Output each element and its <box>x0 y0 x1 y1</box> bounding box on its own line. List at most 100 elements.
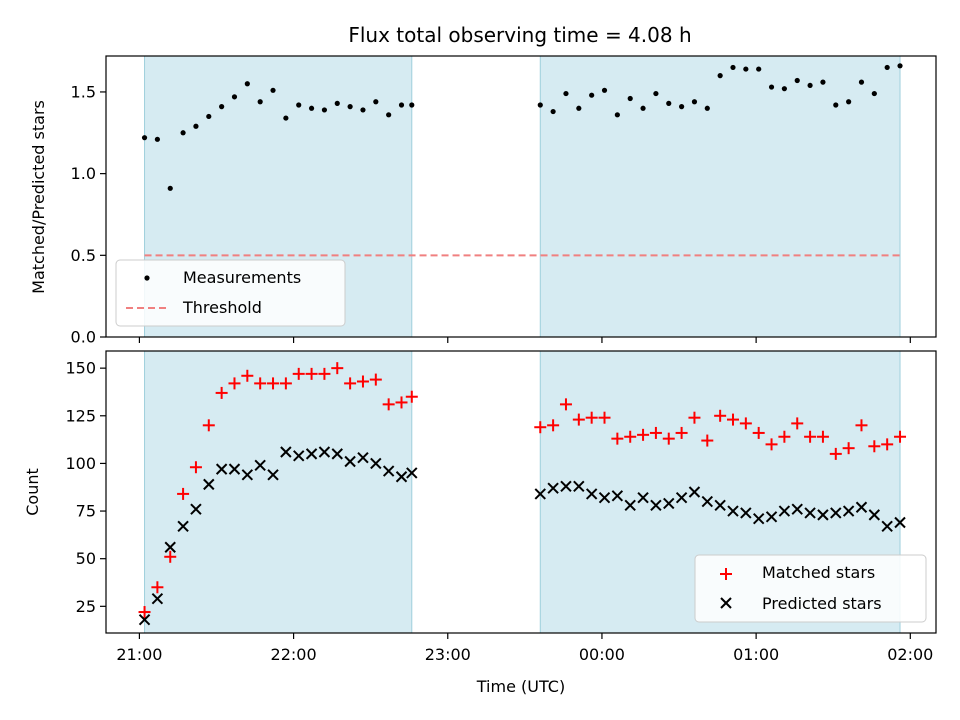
matched-star-point <box>405 390 418 403</box>
top-ytick-label: 0.0 <box>71 328 96 347</box>
measurement-point <box>231 94 238 100</box>
matched-star-point <box>138 606 151 619</box>
predicted-star-point <box>663 497 675 510</box>
measurement-point <box>409 102 415 108</box>
predicted-star-point <box>318 446 331 458</box>
matched-star-point <box>701 434 714 447</box>
legend-predicted-label: Predicted stars <box>762 594 882 613</box>
top-ytick-label: 1.0 <box>71 164 96 183</box>
top-x-ticks <box>138 337 911 343</box>
legend-measurements-marker <box>144 275 150 281</box>
xtick-label: 02:00 <box>887 645 933 664</box>
measurement-point <box>743 66 749 72</box>
measurement-point <box>257 99 263 105</box>
top-ytick-label: 0.5 <box>71 246 96 265</box>
legend-predicted-marker <box>720 597 732 609</box>
x-axis-label: Time (UTC) <box>476 677 565 696</box>
matched-star-point <box>547 419 560 432</box>
matched-star-point <box>215 386 228 399</box>
matched-star-point <box>842 442 855 455</box>
predicted-star-point <box>406 467 418 479</box>
predicted-star-point <box>752 512 765 525</box>
measurement-point <box>167 185 173 191</box>
matched-star-point <box>778 430 791 443</box>
predicted-star-point <box>881 520 893 533</box>
matched-star-point <box>318 367 331 380</box>
bottom-y-axis-label: Count <box>23 468 42 516</box>
measurement-point <box>180 130 186 136</box>
measurement-point <box>691 99 698 105</box>
predicted-star-point <box>241 469 254 481</box>
predicted-star-point <box>830 507 842 519</box>
predicted-star-point <box>254 459 266 472</box>
measurement-point <box>386 112 392 118</box>
matched-star-point <box>151 581 164 594</box>
measurement-point <box>704 105 710 111</box>
matched-star-point <box>791 417 804 430</box>
predicted-star-point <box>868 509 881 521</box>
matched-star-point <box>624 430 637 443</box>
matched-star-point <box>598 411 611 424</box>
matched-star-point <box>369 373 382 386</box>
matched-star-point <box>829 447 842 460</box>
measurements-points <box>141 63 903 191</box>
matched-star-point <box>356 375 369 388</box>
observing-interval-2 <box>539 55 901 338</box>
predicted-star-point <box>701 495 714 508</box>
measurement-point <box>270 87 276 93</box>
top-y-ticks: 0.0 0.5 1.0 1.5 <box>71 82 106 347</box>
top-axes-frame <box>105 55 937 338</box>
measurement-point <box>858 79 865 85</box>
measurement-point <box>219 104 225 110</box>
predicted-star-point <box>560 480 572 492</box>
predicted-star-point <box>547 482 559 494</box>
predicted-star-point <box>534 488 546 500</box>
matched-stars-points <box>138 362 907 619</box>
measurement-point <box>897 63 903 69</box>
matched-star-point <box>739 417 752 430</box>
predicted-star-point <box>894 516 906 529</box>
matched-star-point <box>572 413 585 426</box>
measurement-point <box>653 90 659 97</box>
matched-star-point <box>855 419 868 432</box>
predicted-star-point <box>842 505 855 517</box>
predicted-star-point <box>280 446 292 458</box>
bottom-legend-box <box>694 554 927 623</box>
predicted-star-point <box>228 463 241 475</box>
predicted-star-point <box>164 541 176 553</box>
measurement-point <box>141 135 148 141</box>
predicted-star-point <box>177 520 189 533</box>
top-y-axis-label: Matched/Predicted stars <box>29 100 48 294</box>
measurement-point <box>296 102 302 108</box>
top-observing-intervals <box>144 55 901 338</box>
matched-star-point <box>804 430 817 443</box>
matched-star-point <box>662 432 675 445</box>
bottom-ytick-label: 100 <box>65 454 96 473</box>
measurement-point <box>768 84 775 90</box>
xtick-label: 00:00 <box>579 645 625 664</box>
legend-matched-marker <box>720 568 732 580</box>
measurement-point <box>679 104 685 110</box>
matched-star-point <box>254 377 267 390</box>
matched-star-point <box>228 377 241 390</box>
predicted-star-point <box>267 469 279 481</box>
measurement-point <box>537 102 543 108</box>
measurement-point <box>730 64 736 71</box>
matched-star-point <box>305 367 318 380</box>
bottom-ytick-label: 25 <box>76 597 96 616</box>
matched-star-point <box>395 396 408 409</box>
predicted-star-point <box>611 490 624 502</box>
predicted-star-point <box>714 499 726 512</box>
measurement-point <box>589 92 595 98</box>
predicted-star-point <box>293 450 305 462</box>
bottom-panel: 25 50 75 100 125 150 21:00 22:00 23:00 00:00 01:0… <box>23 350 937 696</box>
chart-title: Flux total observing time = 4.08 h <box>348 23 691 47</box>
xtick-label: 22:00 <box>271 645 317 664</box>
predicted-star-point <box>203 478 215 491</box>
matched-star-point <box>344 377 357 390</box>
measurement-point <box>627 95 633 102</box>
predicted-star-point <box>765 511 778 523</box>
bottom-ytick-label: 75 <box>76 502 96 521</box>
predicted-star-point <box>331 448 343 460</box>
legend-threshold-label: Threshold <box>182 298 262 317</box>
